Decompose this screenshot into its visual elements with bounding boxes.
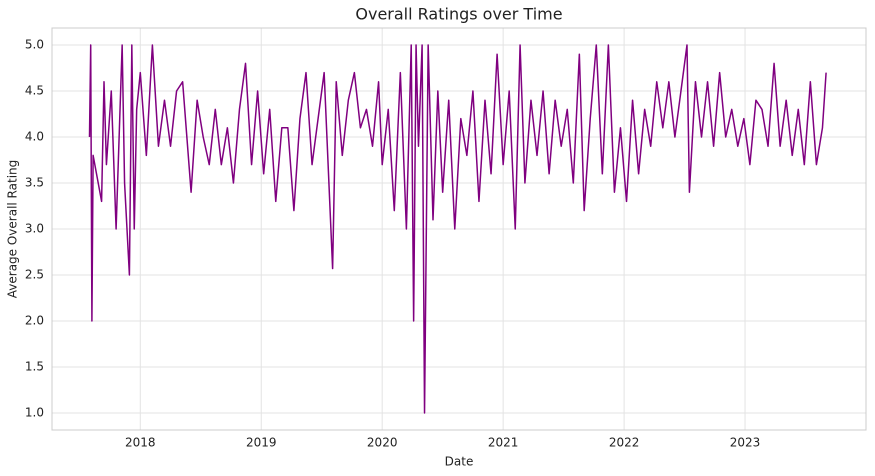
x-tick-label: 2021 [488, 436, 519, 450]
x-tick-label: 2019 [246, 436, 277, 450]
chart-title: Overall Ratings over Time [355, 5, 562, 24]
y-tick-label: 5.0 [25, 38, 44, 52]
y-tick-label: 3.0 [25, 222, 44, 236]
y-tick-label: 4.5 [25, 84, 44, 98]
x-axis-label: Date [445, 455, 474, 469]
plot-frame [51, 27, 867, 431]
x-tick-label: 2023 [730, 436, 761, 450]
y-tick-label: 3.5 [25, 176, 44, 190]
x-tick-label: 2018 [125, 436, 156, 450]
y-tick-label: 1.0 [25, 405, 44, 419]
line [88, 44, 827, 414]
x-tick-label: 2022 [609, 436, 640, 450]
y-tick-label: 1.5 [25, 359, 44, 373]
x-tick-label: 2020 [367, 436, 398, 450]
y-axis-label: Average Overall Rating [6, 160, 20, 298]
y-tick-label: 2.0 [25, 313, 44, 327]
y-tick-label: 4.0 [25, 130, 44, 144]
y-tick-label: 2.5 [25, 267, 44, 281]
